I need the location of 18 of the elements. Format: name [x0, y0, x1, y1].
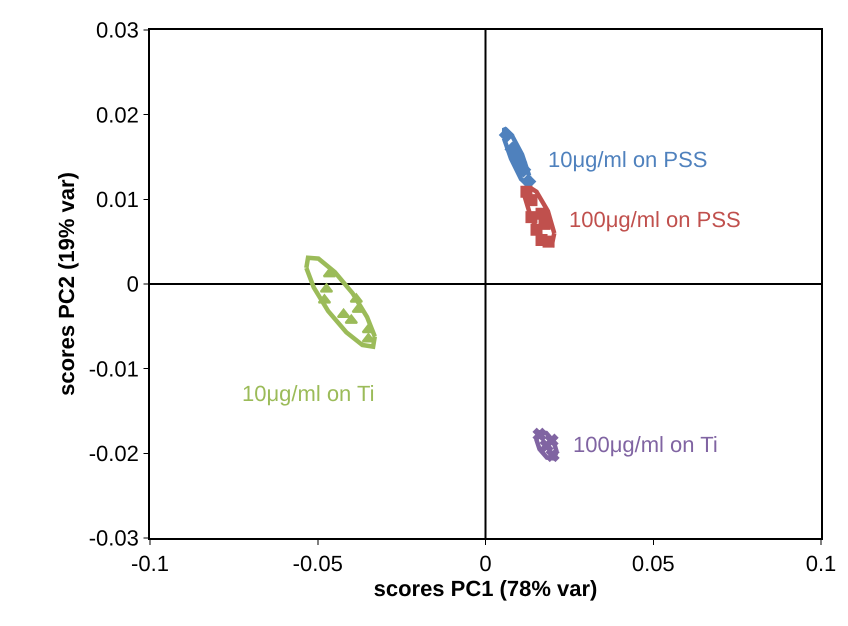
y-tick-label: -0.01	[88, 356, 139, 382]
y-tick-label: 0.03	[96, 18, 139, 43]
x-tick-label: -0.05	[292, 551, 343, 576]
x-tick-label: -0.1	[131, 551, 169, 576]
series-label: 10μg/ml on Ti	[242, 381, 375, 406]
y-tick-label: -0.02	[88, 441, 139, 466]
x-tick-label: 0	[479, 551, 492, 576]
y-tick-label: 0	[126, 272, 139, 297]
x-axis-title: scores PC1 (78% var)	[374, 576, 598, 602]
y-tick-label: -0.03	[88, 526, 139, 551]
x-tick-label: 0.05	[632, 551, 675, 576]
y-axis-title: scores PC2 (19% var)	[54, 172, 79, 396]
x-tick-label: 0.1	[806, 551, 836, 576]
series-label: 10μg/ml on PSS	[548, 147, 708, 172]
y-tick-label: 0.02	[96, 102, 139, 128]
series-label: 100μg/ml on Ti	[573, 432, 718, 457]
y-tick-label: 0.01	[96, 187, 139, 212]
series-label: 100μg/ml on PSS	[569, 207, 741, 232]
